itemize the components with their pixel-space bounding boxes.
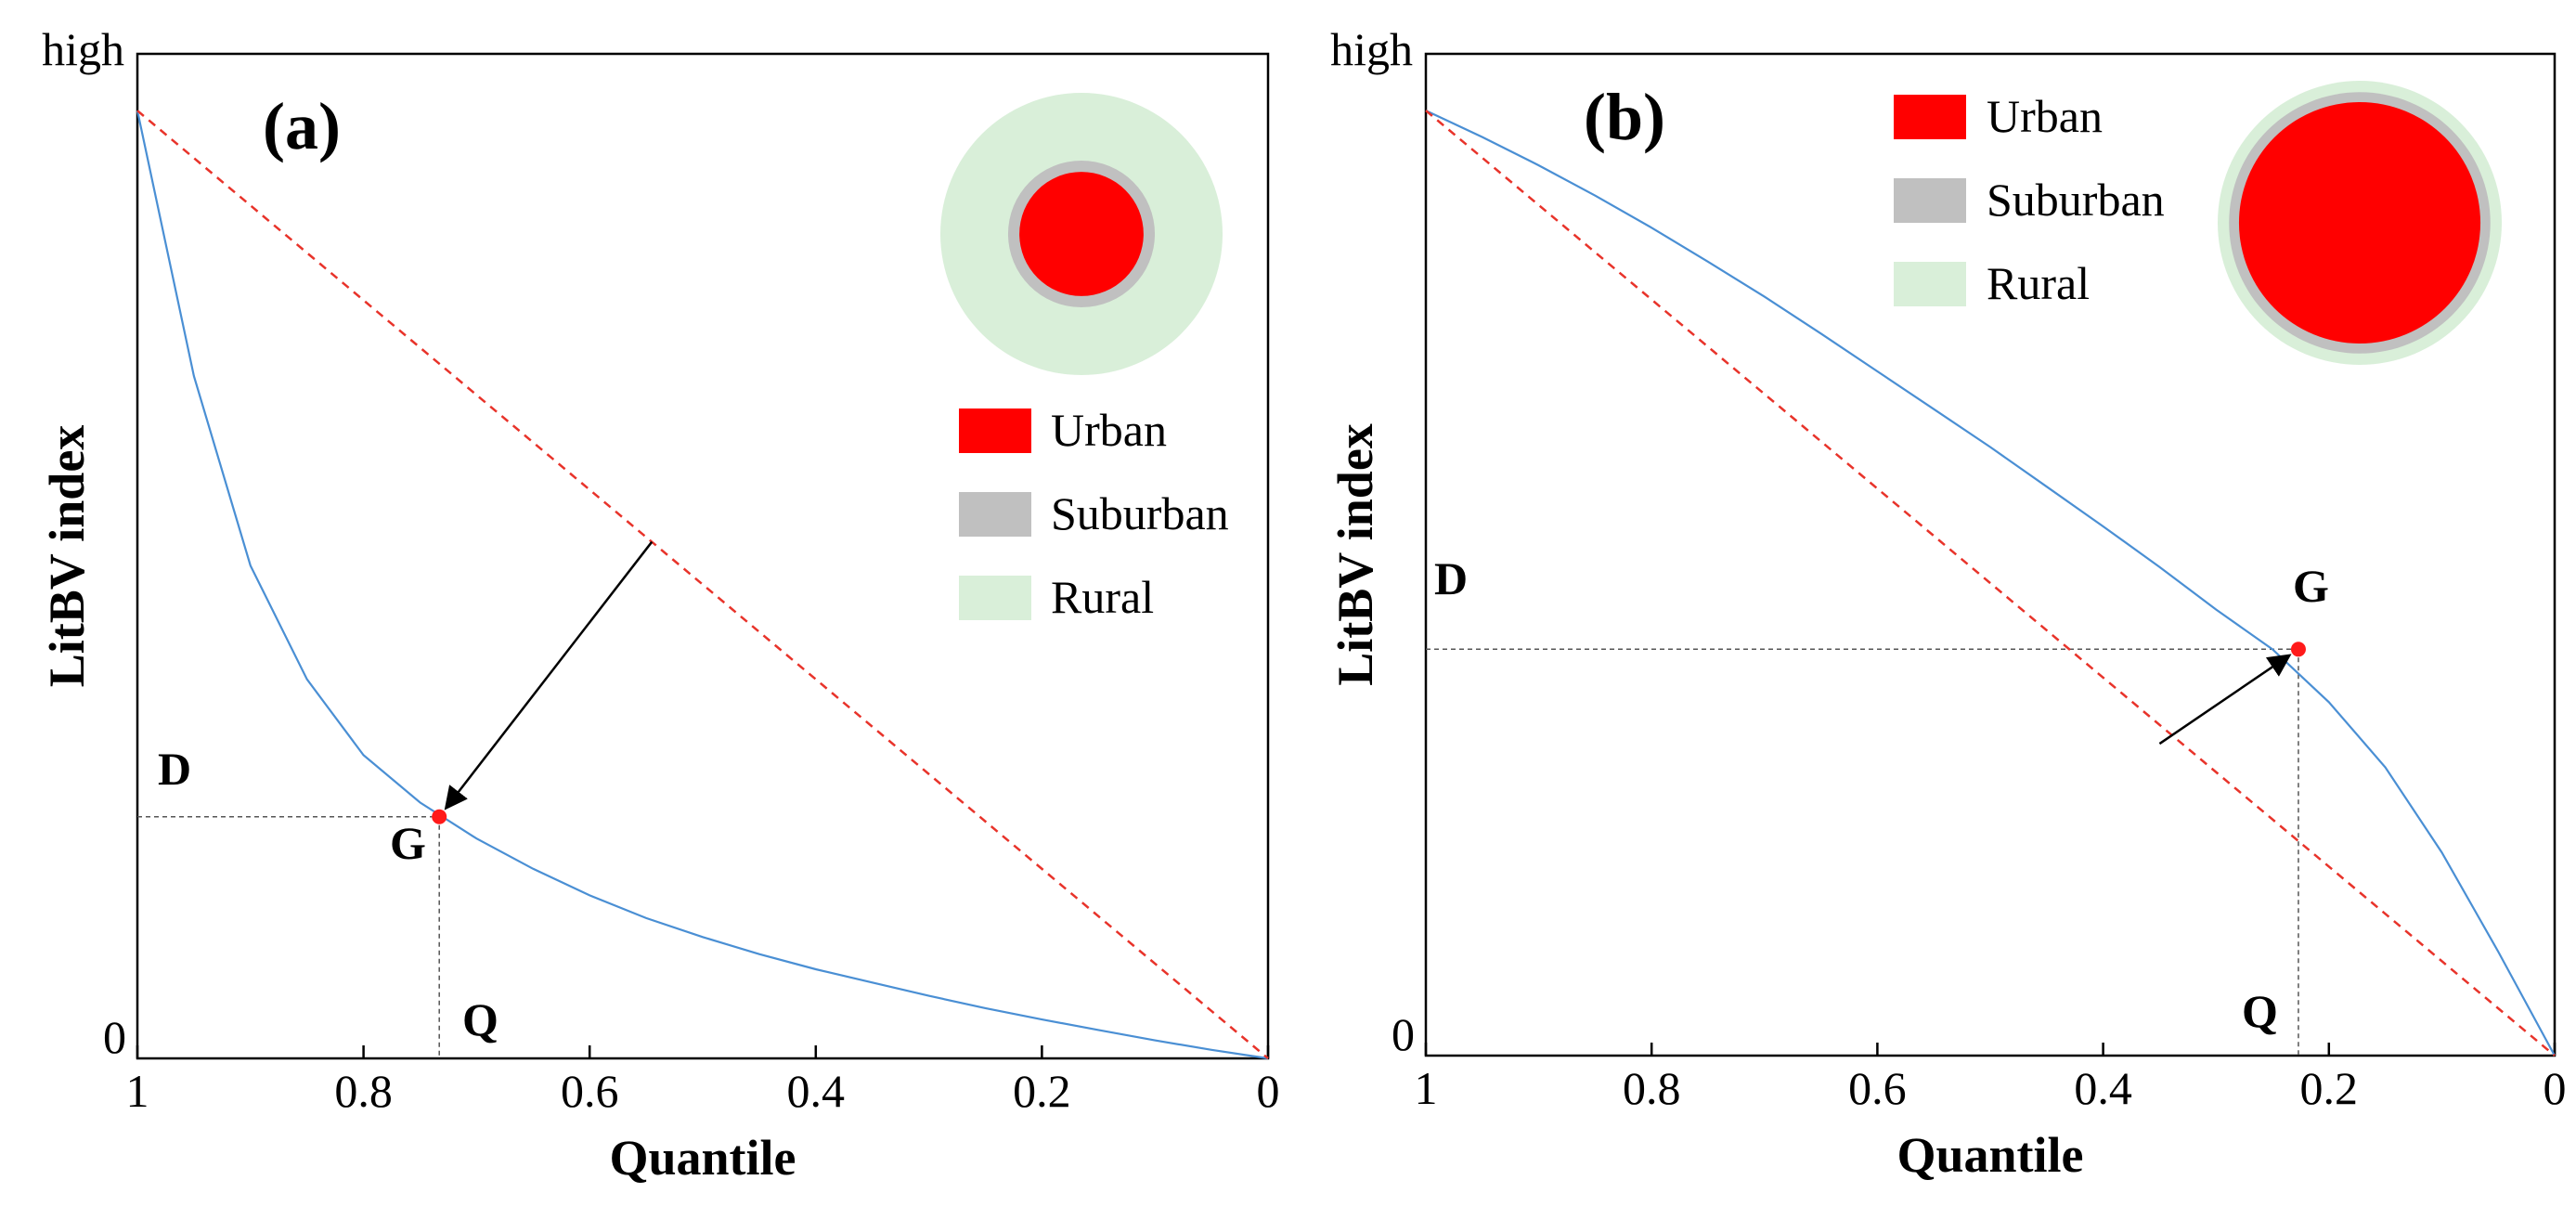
x-tick-label: 0.4 (2074, 1062, 2132, 1114)
panel-label: (b) (1584, 80, 1665, 154)
panel-label: (a) (263, 89, 341, 163)
legend-swatch-urban (1894, 95, 1966, 139)
y-axis-title: LitBV index (1327, 423, 1383, 686)
label-q: Q (2242, 985, 2278, 1037)
x-tick-label: 0.6 (561, 1065, 619, 1117)
legend-swatch-urban (959, 408, 1031, 453)
x-tick-label: 0.2 (1013, 1065, 1071, 1117)
x-tick-label: 0.4 (787, 1065, 846, 1117)
legend-label-rural: Rural (1987, 257, 2090, 309)
y-axis-title: LitBV index (39, 425, 95, 688)
y-tick-label-zero: 0 (1392, 1008, 1415, 1060)
legend-label-rural: Rural (1051, 571, 1154, 623)
point-g-marker (2290, 642, 2306, 657)
legend-label-suburban: Suburban (1987, 174, 2165, 226)
urban-core (1019, 172, 1144, 296)
x-tick-label: 0 (2544, 1062, 2567, 1114)
equality-line (136, 110, 1269, 1059)
plot-frame (136, 52, 1270, 1060)
plot-frame (1424, 52, 2557, 1057)
legend-label-urban: Urban (1987, 90, 2103, 142)
legend-label-suburban: Suburban (1051, 487, 1229, 539)
x-axis-title: Quantile (1896, 1127, 2083, 1183)
legend-swatch-rural (1894, 262, 1966, 306)
lorenz-curve (1425, 110, 2556, 1057)
panel-a: 1 0.8 0.6 0.4 0.2 0 high 0 Quantile LitBV index (a… (39, 23, 1280, 1186)
legend-swatch-rural (959, 576, 1031, 620)
y-tick-label-high: high (1330, 23, 1413, 75)
y-tick-label-zero: 0 (103, 1011, 126, 1063)
panel-b: 1 0.8 0.6 0.4 0.2 0 high 0 Quantile LitBV index (b… (1327, 23, 2567, 1183)
x-tick-label: 0.8 (334, 1065, 393, 1117)
legend-swatch-suburban (959, 492, 1031, 537)
legend-swatch-suburban (1894, 178, 1966, 223)
lorenz-curve (136, 110, 1269, 1060)
label-g: G (2293, 560, 2329, 612)
point-g-marker (432, 809, 447, 824)
shift-arrow (2158, 654, 2292, 746)
x-tick-label: 0.2 (2300, 1062, 2359, 1114)
x-axis-title: Quantile (609, 1130, 796, 1186)
urban-core (2238, 101, 2481, 344)
x-tick-label: 1 (1415, 1062, 1438, 1114)
label-g: G (390, 817, 426, 869)
x-tick-label: 0.6 (1848, 1062, 1907, 1114)
x-tick-label: 1 (126, 1065, 149, 1117)
label-d: D (158, 743, 191, 795)
legend-label-urban: Urban (1051, 404, 1167, 456)
y-tick-label-high: high (42, 23, 124, 75)
x-tick-label: 0 (1257, 1065, 1280, 1117)
shift-arrow (444, 540, 654, 811)
x-tick-label: 0.8 (1623, 1062, 1681, 1114)
equality-line (1425, 110, 2556, 1057)
label-d: D (1434, 552, 1468, 604)
label-q: Q (462, 993, 498, 1045)
